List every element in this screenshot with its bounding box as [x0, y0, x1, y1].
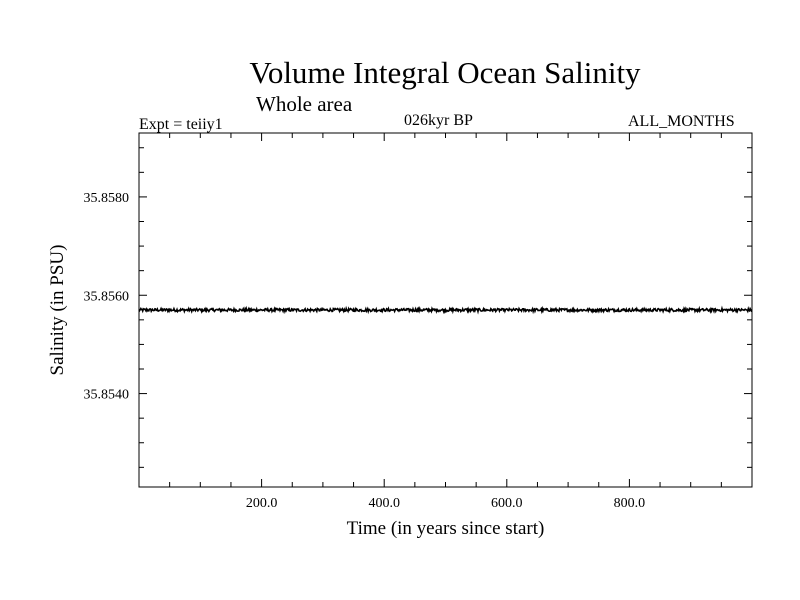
experiment-label: Expt = teiiy1: [139, 116, 223, 133]
y-tick-label: 35.8540: [84, 388, 130, 403]
months-label: ALL_MONTHS: [628, 113, 735, 130]
y-tick-label: 35.8560: [84, 289, 130, 304]
x-tick-label: 600.0: [491, 496, 523, 511]
series-line: [138, 305, 753, 315]
chart-title: Volume Integral Ocean Salinity: [249, 55, 641, 90]
chart-subtitle: Whole area: [256, 92, 353, 116]
x-tick-label: 200.0: [246, 496, 278, 511]
series-layer: [138, 305, 753, 315]
x-axis-ticks: 200.0 400.0 600.0 800.0: [169, 133, 722, 511]
x-tick-label: 800.0: [614, 496, 646, 511]
x-axis-label: Time (in years since start): [347, 518, 545, 539]
y-axis-ticks: 35.8540 35.8560 35.8580: [84, 147, 752, 468]
period-label: 026kyr BP: [404, 112, 473, 129]
x-tick-label: 400.0: [368, 496, 400, 511]
y-tick-label: 35.8580: [84, 191, 130, 206]
y-axis-label: Salinity (in PSU): [47, 245, 68, 376]
